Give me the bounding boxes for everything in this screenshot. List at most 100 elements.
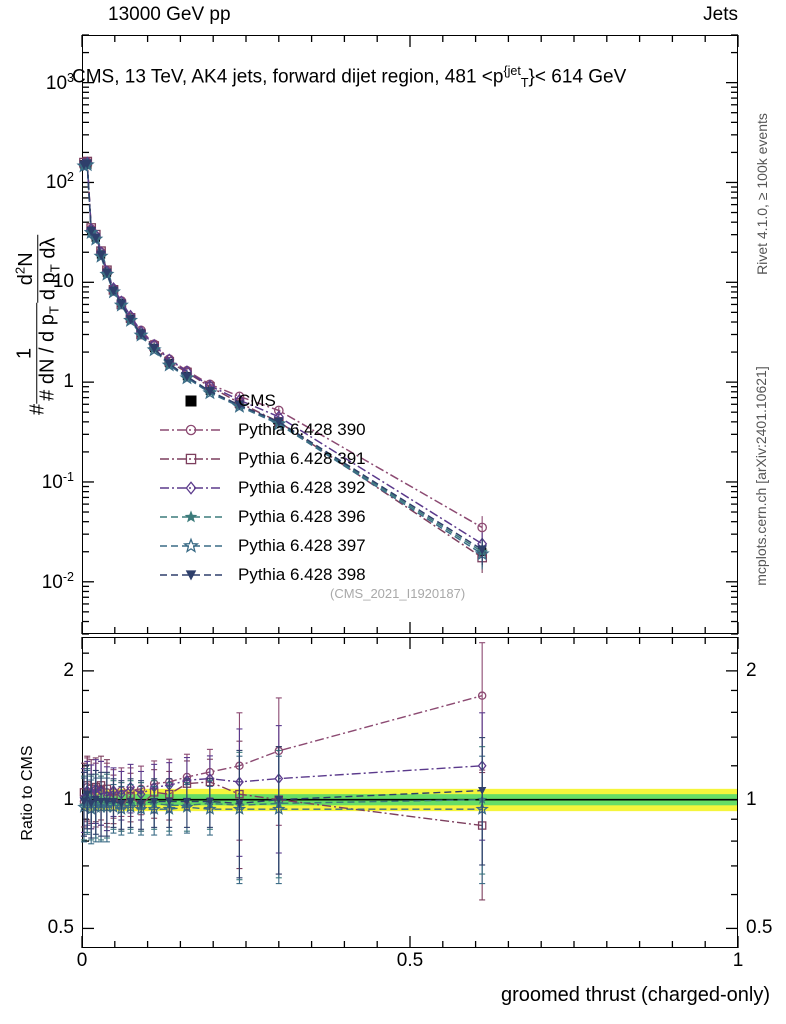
series-line [83, 160, 483, 529]
data-marker [182, 537, 200, 553]
legend-key [160, 420, 222, 440]
legend-item-pythia-6-428-391[interactable]: Pythia 6.428 391 [160, 444, 366, 473]
legend-label: CMS [238, 390, 276, 410]
main-y-tick-label: 102 [45, 170, 74, 194]
data-marker [182, 797, 192, 806]
ratio-y-tick-label-left: 2 [63, 659, 74, 681]
ratio-y-tick-label-right: 2 [746, 659, 757, 681]
legend-line-svg [160, 428, 222, 431]
ratio-y-tick-label-right: 1 [746, 788, 757, 810]
legend-key [160, 449, 222, 469]
data-marker [96, 797, 106, 806]
legend-marker-square-filled-icon [185, 395, 197, 406]
main-y-tick-label: 103 [45, 70, 74, 94]
data-marker [125, 315, 136, 325]
data-marker [235, 799, 244, 808]
plot-title-prefix: CMS, 13 TeV, AK4 jets, forward dijet reg… [72, 66, 504, 88]
data-marker [477, 545, 487, 555]
legend-key [160, 507, 222, 527]
data-marker [149, 344, 159, 354]
plot-title: CMS, 13 TeV, AK4 jets, forward dijet reg… [72, 64, 626, 90]
legend-key [160, 478, 222, 498]
legend-marker-diamond-open-icon [185, 480, 197, 495]
legend-marker-star-filled-icon [184, 509, 198, 522]
plot-title-suffix: }< 614 GeV [528, 66, 627, 88]
analysis-id-watermark: (CMS_2021_I1920187) [330, 586, 466, 601]
data-marker [205, 387, 215, 397]
data-marker [165, 797, 174, 806]
main-y-tick-label: 10-2 [41, 569, 74, 593]
legend-marker-star-open-icon [182, 537, 200, 553]
plot-title-sub: T [520, 76, 529, 91]
x-tick-label: 0.5 [396, 950, 424, 971]
x-tick-label: 0 [76, 950, 88, 971]
legend-label: Pythia 6.428 398 [238, 564, 366, 584]
data-marker [164, 359, 175, 369]
legend: CMS Pythia 6.428 390 Pythia 6.428 391 Pythi… [160, 386, 366, 589]
data-marker [185, 424, 197, 435]
data-marker [136, 329, 146, 339]
legend-key [160, 391, 222, 411]
main-y-tick-label: 1 [63, 371, 74, 393]
data-marker [82, 159, 93, 169]
ratio-series-pythia-6-428-398 [79, 737, 487, 879]
legend-item-pythia-6-428-392[interactable]: Pythia 6.428 392 [160, 473, 366, 502]
legend-line-svg [160, 486, 222, 489]
data-marker [185, 453, 197, 464]
data-marker [116, 299, 127, 309]
series-pythia-6-428-398 [79, 159, 487, 566]
legend-item-pythia-6-428-390[interactable]: Pythia 6.428 390 [160, 415, 366, 444]
data-marker [136, 799, 146, 808]
legend-marker-square-open-icon [185, 453, 197, 464]
data-marker [150, 797, 159, 806]
data-marker [234, 400, 245, 411]
data-marker [478, 786, 487, 795]
main-y-tick-label: 10-1 [41, 469, 74, 494]
data-marker [86, 226, 97, 237]
legend-label: Pythia 6.428 390 [238, 419, 366, 439]
data-marker [109, 797, 118, 806]
data-marker [273, 417, 284, 427]
data-marker [185, 569, 197, 581]
ratio-y-tick-label-left: 1 [63, 788, 74, 810]
data-marker [83, 790, 92, 799]
data-marker [126, 797, 135, 806]
legend-item-pythia-6-428-398[interactable]: Pythia 6.428 398 [160, 560, 366, 589]
legend-marker-triangle-down-filled-icon [185, 569, 197, 581]
data-marker [87, 799, 96, 808]
data-marker [274, 796, 283, 804]
legend-item-cms[interactable]: CMS [160, 386, 366, 415]
ratio-y-tick-label-right: 0.5 [746, 917, 773, 939]
data-marker [185, 480, 197, 495]
data-marker [90, 233, 101, 243]
main-y-tick-label: 10 [52, 271, 74, 293]
data-marker [79, 797, 89, 806]
x-axis-label: groomed thrust (charged-only) [500, 984, 770, 1006]
legend-line-svg [160, 457, 222, 460]
legend-item-pythia-6-428-397[interactable]: Pythia 6.428 397 [160, 531, 366, 560]
analysis-category-label: Jets [703, 4, 738, 25]
data-marker [477, 691, 487, 700]
legend-label: Pythia 6.428 391 [238, 448, 366, 468]
data-marker [102, 268, 112, 279]
legend-key [160, 565, 222, 585]
data-marker [108, 286, 119, 296]
x-tick-label: 1 [732, 950, 744, 971]
ratio-y-tick-label-left: 0.5 [47, 917, 74, 939]
legend-label: Pythia 6.428 397 [238, 535, 366, 555]
legend-item-pythia-6-428-396[interactable]: Pythia 6.428 396 [160, 502, 366, 531]
plot-title-sup: {jet [503, 64, 521, 78]
data-marker [205, 797, 215, 806]
data-marker [96, 250, 106, 260]
data-marker [117, 799, 126, 808]
data-marker [184, 509, 198, 522]
legend-key [160, 536, 222, 556]
beam-energy-label: 13000 GeV pp [108, 4, 231, 25]
legend-label: Pythia 6.428 392 [238, 477, 366, 497]
data-marker [182, 372, 192, 382]
main-plot-panel [82, 35, 738, 634]
data-marker [102, 797, 112, 806]
legend-label: Pythia 6.428 396 [238, 506, 366, 526]
